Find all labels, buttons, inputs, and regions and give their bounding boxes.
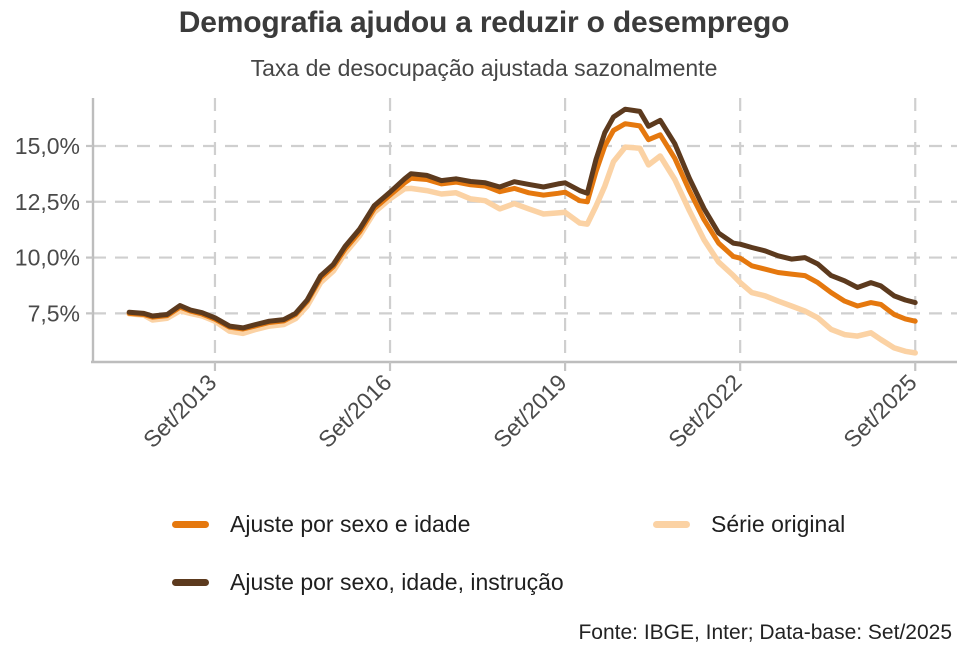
legend-label: Ajuste por sexo e idade: [230, 510, 471, 537]
legend-swatch-brown: [172, 578, 209, 586]
legend-swatch-orange: [172, 520, 209, 528]
series-line: [126, 106, 918, 331]
legend-label: Ajuste por sexo, idade, instrução: [230, 568, 564, 595]
unemployment-line-chart: 7,5% 10,0% 12,5% 15,0% Set/2013 Set/2016 Set/2…: [15, 98, 957, 453]
legend-label: Série original: [711, 510, 846, 537]
page-title: Demografia ajudou a reduzir o desemprego: [178, 6, 790, 39]
series-line: [126, 121, 918, 332]
x-axis-tick-label: Set/2025: [838, 369, 922, 453]
y-axis-tick-label: 12,5%: [15, 189, 80, 215]
page-subtitle: Taxa de desocupação ajustada sazonalment…: [250, 55, 718, 81]
legend-item-ajuste-sexo-idade: Ajuste por sexo e idade: [172, 508, 470, 540]
y-axis-tick-label: 7,5%: [28, 300, 80, 326]
x-axis-tick-label: Set/2016: [313, 369, 397, 453]
x-axis-tick-label: Set/2019: [488, 369, 572, 453]
legend-item-serie-original: Série original: [653, 508, 845, 540]
x-axis-tick-label: Set/2013: [138, 369, 222, 453]
legend-item-ajuste-sexo-idade-instrucao: Ajuste por sexo, idade, instrução: [172, 566, 564, 598]
x-axis-tick-label: Set/2022: [663, 369, 747, 453]
y-axis-tick-label: 15,0%: [15, 133, 80, 159]
source-note: Fonte: IBGE, Inter; Data-base: Set/2025: [578, 621, 952, 644]
series-line: [126, 144, 918, 356]
legend-swatch-peach: [653, 520, 690, 528]
y-axis-tick-label: 10,0%: [15, 245, 80, 271]
